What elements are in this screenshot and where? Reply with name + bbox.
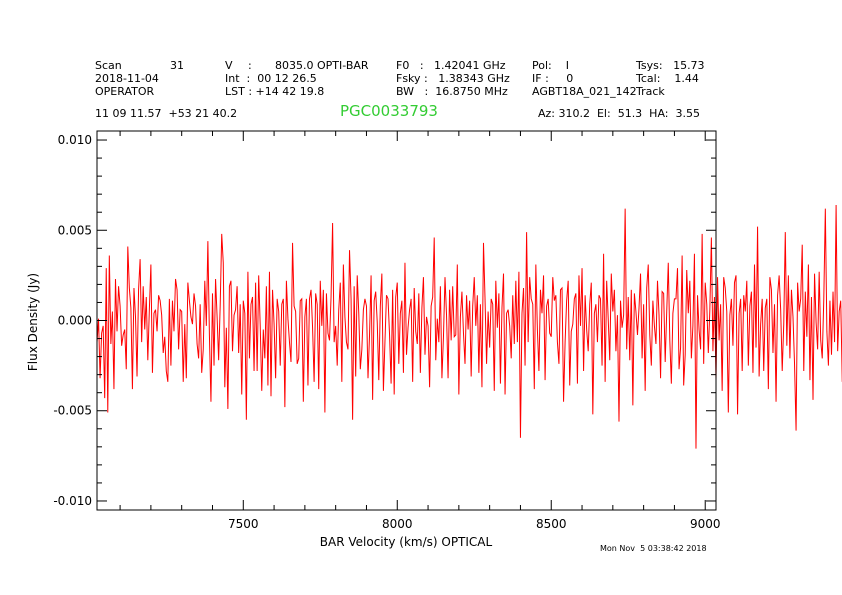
sky-frequency: Fsky : 1.38343 GHz <box>396 72 510 85</box>
x-tick-label: 7500 <box>228 517 259 531</box>
polarization: Pol: I <box>532 59 569 72</box>
rest-frequency: F0 : 1.42041 GHz <box>396 59 506 72</box>
x-axis: 7500 8000 8500 9000 <box>119 131 721 531</box>
y-tick-label: -0.010 <box>53 494 92 508</box>
y-tick-label: 0.000 <box>58 314 92 328</box>
az-el-ha: Az: 310.2 El: 51.3 HA: 3.55 <box>538 107 700 120</box>
y-axis-title: Flux Density (Jy) <box>26 273 40 371</box>
y-tick-label: 0.005 <box>58 223 92 237</box>
y-tick-label: 0.010 <box>58 133 92 147</box>
velocity-value: 8035.0 OPTI-BAR <box>275 59 369 72</box>
v-sep: : <box>248 59 252 72</box>
lst: LST : +14 42 19.8 <box>225 85 325 98</box>
object-name: PGC0033793 <box>340 102 438 120</box>
operator: OPERATOR <box>95 85 155 98</box>
source-coordinates: 11 09 11.57 +53 21 40.2 <box>95 107 238 120</box>
scan-value: 31 <box>170 59 184 72</box>
spectrum-trace-layer <box>96 204 842 449</box>
tcal: Tcal: 1.44 <box>636 72 699 85</box>
integration-time: Int : 00 12 26.5 <box>225 72 317 85</box>
x-tick-label: 8500 <box>536 517 567 531</box>
y-tick-label: -0.005 <box>53 404 92 418</box>
project-id: AGBT18A_021_142 <box>532 85 637 98</box>
x-tick-label: 8000 <box>382 517 413 531</box>
if-number: IF : 0 <box>532 72 574 85</box>
plot-timestamp: Mon Nov 5 03:38:42 2018 <box>600 544 707 553</box>
tsys: Tsys: 15.73 <box>636 59 705 72</box>
bandwidth: BW : 16.8750 MHz <box>396 85 508 98</box>
scan-label: Scan <box>95 59 122 72</box>
y-axis: -0.010 -0.005 0.000 0.005 0.010 <box>53 133 716 508</box>
spectrum-series-line <box>96 204 842 449</box>
obs-date: 2018-11-04 <box>95 72 159 85</box>
x-axis-title: BAR Velocity (km/s) OPTICAL <box>320 535 493 549</box>
observing-mode: Track <box>636 85 665 98</box>
x-tick-label: 9000 <box>690 517 721 531</box>
v-label: V <box>225 59 233 72</box>
